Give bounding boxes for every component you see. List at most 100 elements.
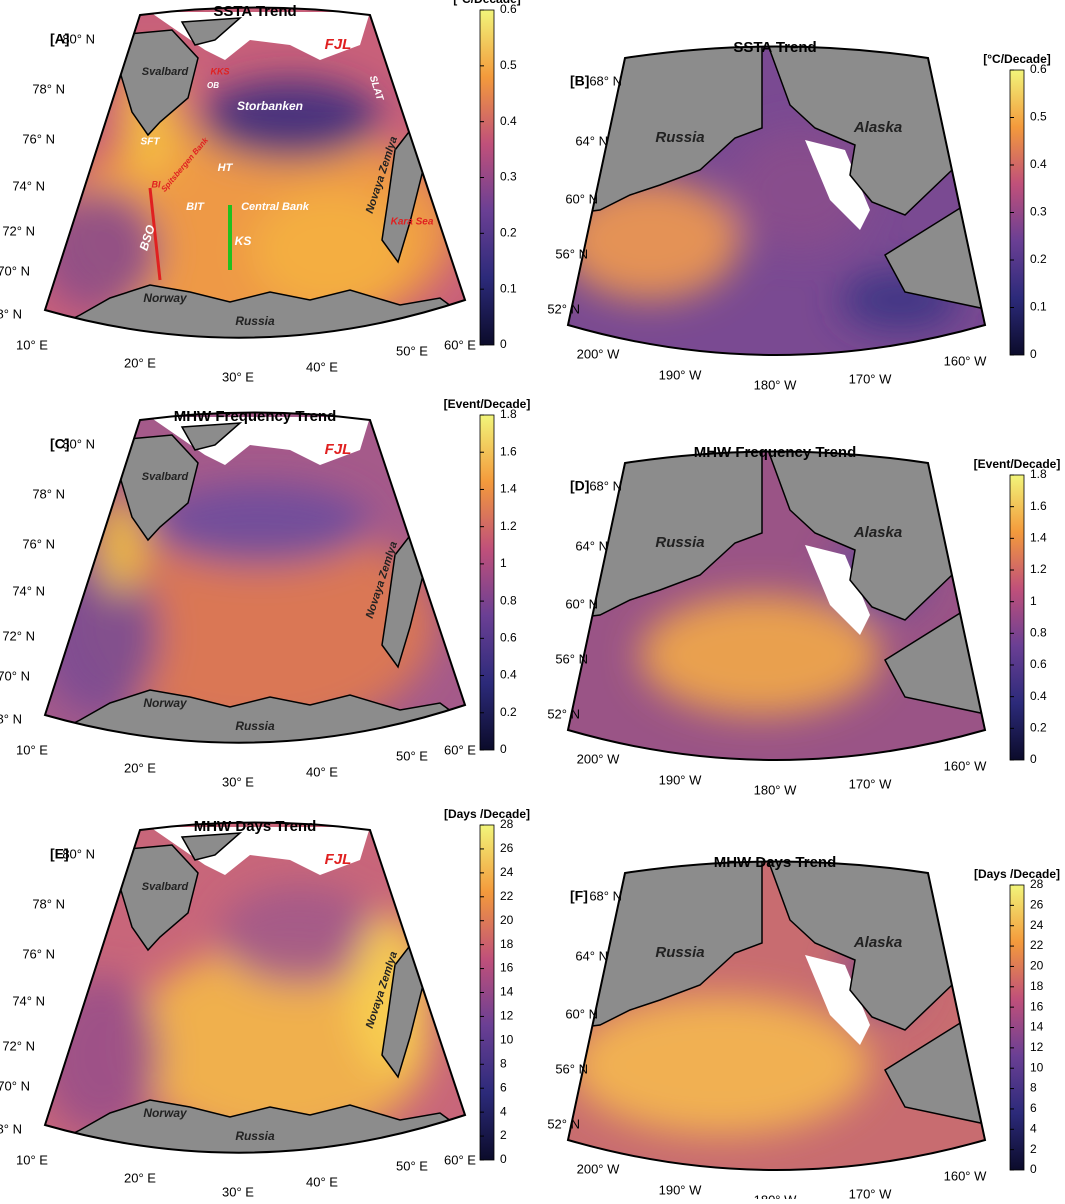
place-label: FJL [325,36,352,53]
colorbar-tick-label: 1.2 [1030,562,1047,576]
lon-label: 50° E [396,748,428,763]
lon-label: 40° E [306,359,338,374]
colorbar [1009,474,1025,761]
trend-patch [150,485,370,565]
place-label: Alaska [853,524,902,541]
place-label: Central Bank [241,201,310,213]
lat-label: 56° N [555,246,588,261]
colorbar-tick-label: 0.6 [1030,657,1047,671]
lat-label: 80° N [62,436,95,451]
lat-label: 52° N [547,706,580,721]
panel-title: MHW Frequency Trend [694,444,857,461]
map-panel: MHW Frequency Trend [C]80° N 78° N 76° N 74°… [0,397,530,789]
panel-label: [F] [570,888,588,904]
colorbar-tick-label: 1.2 [500,519,517,533]
land [117,434,199,542]
map-panel: MHW Frequency Trend [D] 68° N 64° N 60° N 56°… [547,444,1060,797]
land [180,422,243,451]
land [180,832,243,861]
trend-patch [568,180,740,300]
colorbar-tick-label: 28 [1030,877,1044,891]
lon-label: 10° E [16,1152,48,1167]
colorbar-tick-label: 12 [1030,1040,1044,1054]
colorbar-tick-label: 1 [500,556,507,570]
colorbar-tick-label: 14 [1030,1020,1044,1034]
lon-label: 170° W [849,776,893,791]
place-label: Svalbard [142,471,189,483]
colorbar-unit: [Event/Decade] [444,397,531,411]
lon-label: 190° W [659,367,703,382]
trend-patch [45,555,160,715]
lon-label: 10° E [16,742,48,757]
colorbar-tick-label: 16 [1030,999,1044,1013]
lat-label: 60° N [565,191,598,206]
place-label: Russia [655,534,704,551]
panel-title: MHW Days Trend [714,854,837,871]
lon-label: 20° E [124,355,156,370]
colorbar-tick-label: 1.6 [1030,499,1047,513]
colorbar-tick-label: 10 [1030,1060,1044,1074]
panel-label: [A] [50,31,69,47]
map-frame [566,860,987,1171]
lat-label: 72° N [2,628,35,643]
colorbar-tick-label: 18 [500,937,514,951]
land [45,284,465,338]
colorbar-tick-label: 2 [500,1128,507,1142]
colorbar-tick-label: 0 [1030,1162,1037,1176]
place-label: HT [218,162,234,174]
colorbar-tick-label: 0 [1030,752,1037,766]
lat-label: 64° N [575,948,608,963]
colorbar-tick-label: 28 [500,817,514,831]
panel-label: [E] [50,846,69,862]
colorbar-tick-label: 0.3 [500,170,517,184]
panel-title: SSTA Trend [733,39,816,56]
map-panel: SSTA Trend [A]80° N 78° N 76° N 74° N 72° N 70… [0,0,521,384]
colorbar-tick-label: 4 [500,1104,507,1118]
lon-label: 60° E [444,337,476,352]
colorbar-tick-label: 20 [500,913,514,927]
colorbar-tick-label: 26 [500,841,514,855]
lat-label: 68° N [589,73,622,88]
lon-label: 50° E [396,1158,428,1173]
colorbar-tick-label: 16 [500,961,514,975]
lon-label: 160° W [944,758,988,773]
colorbar [479,414,495,751]
lon-label: 30° E [222,1184,254,1199]
colorbar-tick-label: 20 [1030,959,1044,973]
lat-label: 78° N [32,81,65,96]
bso-section [148,187,162,281]
lat-label: 52° N [547,301,580,316]
lon-label: 60° E [444,1152,476,1167]
colorbar-tick-label: 0.5 [1030,110,1047,124]
land [884,203,985,311]
colorbar-tick-label: 0.6 [1030,62,1047,76]
masked-area [805,545,870,635]
panel-label: [B] [570,73,589,89]
lon-label: 60° E [444,742,476,757]
land [45,689,465,743]
land [117,29,199,137]
colorbar-tick-label: 0.2 [500,705,517,719]
place-label: Russia [235,1129,275,1143]
lon-label: 200° W [577,1161,621,1176]
lon-label: 50° E [396,343,428,358]
colorbar-tick-label: 0.6 [500,2,517,16]
lat-label: 64° N [575,538,608,553]
place-label: SFT [141,137,161,148]
lat-label: 68° N [0,1121,22,1136]
colorbar-tick-label: 2 [1030,1142,1037,1156]
colorbar-tick-label: 0.5 [500,58,517,72]
lat-label: 68° N [0,306,22,321]
place-label: Storbanken [237,99,303,113]
lat-label: 80° N [62,846,95,861]
colorbar-tick-label: 0 [1030,347,1037,361]
place-label: FJL [325,851,352,868]
lat-label: 76° N [22,131,55,146]
lon-label: 10° E [16,337,48,352]
lon-label: 40° E [306,1174,338,1189]
lon-label: 190° W [659,1182,703,1197]
lon-label: 20° E [124,1170,156,1185]
colorbar-tick-label: 24 [500,865,514,879]
lat-label: 70° N [0,263,30,278]
